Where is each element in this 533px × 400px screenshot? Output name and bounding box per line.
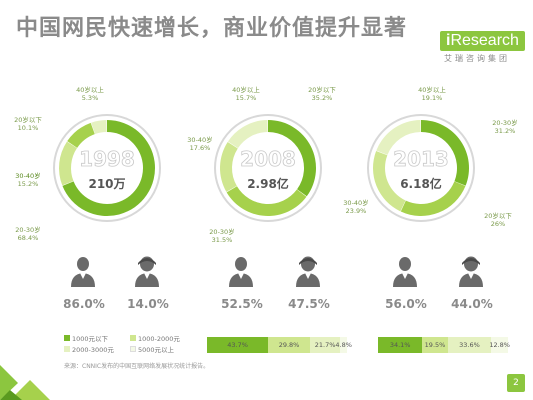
source-footnote: 来源：CNNIC发布的中国互联网络发展状况统计报告。 — [64, 363, 210, 370]
legend-label: 1000-2000元 — [138, 335, 180, 343]
slice-label: 30-40岁 — [343, 198, 368, 207]
slice-value: 68.4% — [18, 234, 39, 242]
slice-label: 20-30岁 — [492, 118, 517, 127]
slice-label: 20-30岁 — [15, 225, 40, 234]
donut-outer-ring — [367, 114, 475, 222]
donut-slice-1998-3 — [91, 120, 107, 135]
income-segment: 43.7% — [207, 337, 269, 353]
center-users: 2.98亿 — [247, 176, 289, 191]
donut-slice-2013-1 — [400, 181, 466, 216]
male-icon-2013 — [392, 255, 418, 287]
male-share-1998: 86.0% — [63, 297, 105, 311]
center-users: 6.18亿 — [400, 176, 442, 191]
income-segment: 4.8% — [335, 337, 352, 353]
slice-label: 40岁以上 — [76, 85, 104, 94]
donut-slice-2008-1 — [226, 186, 307, 216]
slice-label: 20岁以下 — [14, 115, 42, 124]
slice-value: 15.2% — [18, 180, 39, 188]
female-share-1998: 14.0% — [127, 297, 169, 311]
legend-swatch — [130, 335, 136, 341]
donut-slice-2013-0 — [421, 120, 469, 186]
page-number: 2 — [507, 374, 525, 392]
legend-item: 1000-2000元 — [130, 333, 190, 343]
iresearch-logo: iResearch 艾瑞咨询集团 — [440, 30, 525, 64]
income-legend: 1000元以下 1000-2000元 2000-3000元 5000元以上 — [64, 333, 194, 355]
legend-item: 5000元以上 — [130, 344, 190, 354]
male-icon-2008 — [228, 255, 254, 287]
slice-label: 40岁以上 — [232, 85, 260, 94]
income-strip-2008: 43.7% 29.8% 21.7% 4.8% — [207, 337, 352, 353]
female-share-2008: 47.5% — [288, 297, 330, 311]
income-segment: 21.7% — [309, 337, 341, 353]
center-users: 210万 — [88, 177, 125, 191]
slice-label: 40岁以上 — [418, 85, 446, 94]
legend-item: 1000元以下 — [64, 333, 124, 343]
male-share-2013: 56.0% — [385, 297, 427, 311]
income-segment: 12.8% — [489, 337, 510, 353]
female-icon-2008 — [295, 255, 321, 287]
slice-value: 31.5% — [212, 236, 233, 244]
donut-slice-2013-2 — [373, 150, 406, 212]
legend-label: 2000-3000元 — [72, 346, 114, 354]
slice-value: 5.3% — [82, 94, 99, 102]
slice-label: 20岁以下 — [484, 211, 512, 220]
slice-value: 19.1% — [422, 94, 443, 102]
donut-slice-1998-1 — [59, 141, 77, 186]
legend-label: 1000元以下 — [72, 335, 109, 343]
center-year: 2008 — [240, 147, 296, 171]
legend-swatch — [64, 346, 70, 352]
page-title: 中国网民快速增长，商业价值提升显著 — [16, 16, 408, 41]
donut-slice-2008-3 — [227, 120, 268, 149]
slice-value: 35.2% — [312, 94, 333, 102]
slice-label: 20岁以下 — [308, 85, 336, 94]
male-icon-1998 — [70, 255, 96, 287]
income-segment: 34.1% — [378, 337, 423, 353]
income-strip-2013: 34.1% 19.5% 33.6% 12.8% — [378, 337, 510, 353]
female-icon-2013 — [458, 255, 484, 287]
legend-swatch — [130, 346, 136, 352]
slice-value: 15.7% — [236, 94, 257, 102]
slice-label: 30-40岁 — [187, 135, 212, 144]
logo-name: Research — [450, 32, 519, 49]
logo-subtitle: 艾瑞咨询集团 — [444, 54, 510, 63]
legend-item: 2000-3000元 — [64, 344, 124, 354]
income-segment: 19.5% — [422, 337, 448, 353]
donut-slice-1998-2 — [67, 122, 95, 148]
logo-mark: i — [446, 32, 451, 49]
slice-value: 17.6% — [190, 144, 211, 152]
female-share-2013: 44.0% — [451, 297, 493, 311]
slice-value: 31.2% — [495, 127, 516, 135]
donut-slice-2013-3 — [376, 120, 421, 155]
legend-swatch — [64, 335, 70, 341]
center-year: 1998 — [79, 147, 135, 171]
donut-slice-2008-0 — [268, 120, 316, 197]
slice-label: 30-40岁 — [15, 171, 40, 180]
slice-label: 20-30岁 — [209, 227, 234, 236]
donut-outer-ring — [53, 114, 161, 222]
corner-decoration — [0, 365, 50, 400]
income-segment: 29.8% — [268, 337, 310, 353]
legend-label: 5000元以上 — [138, 346, 175, 354]
male-share-2008: 52.5% — [221, 297, 263, 311]
center-year: 2013 — [393, 147, 449, 171]
slice-value: 26% — [491, 220, 505, 228]
slice-value: 10.1% — [18, 124, 39, 132]
slice-value: 23.9% — [346, 207, 367, 215]
donut-outer-ring — [214, 114, 322, 222]
female-icon-1998 — [134, 255, 160, 287]
donut-slice-2008-2 — [220, 141, 238, 192]
income-segment: 33.6% — [447, 337, 492, 353]
